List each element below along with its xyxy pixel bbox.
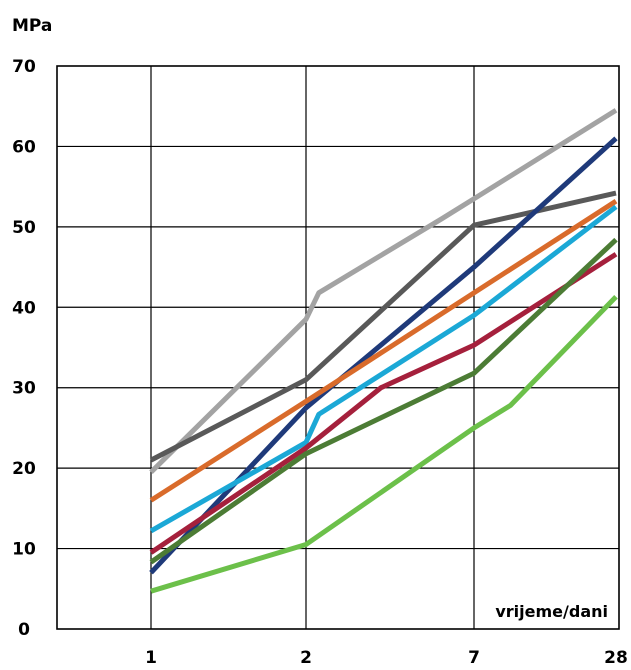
y-tick-label: 10	[12, 540, 36, 560]
x-tick-labels: 1 2 7 28	[145, 648, 628, 668]
x-tick-label: 1	[145, 648, 157, 668]
x-tick-label: 7	[468, 648, 480, 668]
y-tick-label: 0	[18, 620, 30, 640]
series-line-3	[149, 136, 618, 575]
x-tick-label: 2	[300, 648, 312, 668]
series-line-8	[150, 295, 618, 594]
series-line-4	[149, 198, 618, 503]
x-axis-label: vrijeme/dani	[495, 602, 608, 621]
y-tick-label: 50	[12, 218, 36, 238]
y-tick-label: 30	[12, 379, 36, 399]
series-line-5	[149, 204, 618, 534]
x-tick-label: 28	[604, 648, 628, 668]
series-line-6	[149, 252, 618, 555]
plot-frame	[56, 65, 620, 630]
y-tick-labels: 0 10 20 30 40 50 60 70	[12, 57, 36, 640]
y-tick-label: 20	[12, 459, 36, 479]
series-line-2	[149, 190, 617, 463]
series-line-7	[149, 237, 618, 565]
y-tick-label: 70	[12, 57, 36, 77]
y-axis-unit-label: MPa	[12, 16, 52, 36]
y-tick-label: 40	[12, 298, 36, 318]
series-lines	[149, 108, 618, 594]
series-line-1	[149, 108, 618, 474]
y-tick-label: 60	[12, 137, 36, 157]
